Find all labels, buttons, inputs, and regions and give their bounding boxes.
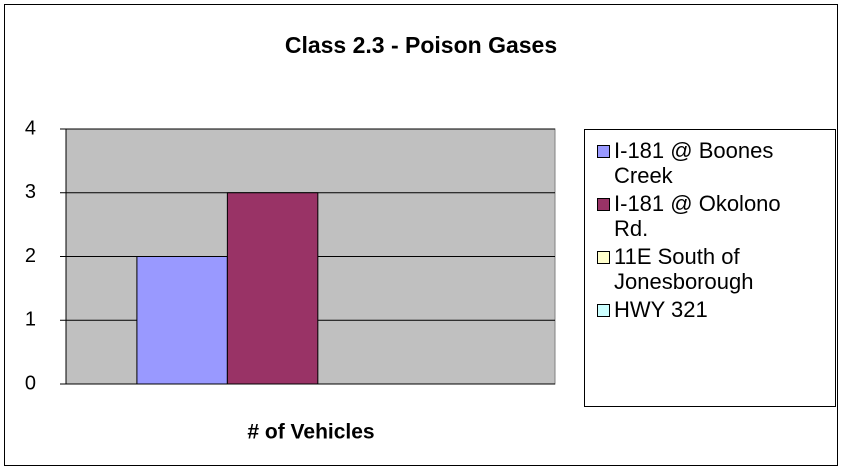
- legend-label: I-181 @ Okolono Rd.: [614, 191, 781, 241]
- y-tick-label: 0: [25, 372, 36, 394]
- legend-swatch: [597, 198, 610, 211]
- legend-entry: 11E South of Jonesborough: [597, 244, 835, 294]
- y-tick-label: 2: [25, 245, 36, 267]
- legend-entry: I-181 @ Boones Creek: [597, 138, 835, 188]
- bar: [226, 192, 319, 385]
- legend-label: HWY 321: [614, 297, 708, 322]
- y-tick-label: 3: [25, 181, 36, 203]
- legend-label: I-181 @ Boones Creek: [614, 138, 774, 188]
- legend-entry: HWY 321: [597, 297, 835, 322]
- y-tick-label: 1: [25, 309, 36, 331]
- legend-label: 11E South of Jonesborough: [614, 244, 754, 294]
- legend-swatch: [597, 251, 610, 264]
- x-axis-label: # of Vehicles: [247, 421, 374, 444]
- chart-title: Class 2.3 - Poison Gases: [285, 32, 557, 58]
- y-tick-label: 4: [25, 117, 36, 139]
- legend-swatch: [597, 145, 610, 158]
- legend-swatch: [597, 304, 610, 317]
- legend-entry: I-181 @ Okolono Rd.: [597, 191, 835, 241]
- legend: I-181 @ Boones Creek I-181 @ Okolono Rd. 1…: [584, 129, 836, 407]
- bar: [136, 256, 228, 385]
